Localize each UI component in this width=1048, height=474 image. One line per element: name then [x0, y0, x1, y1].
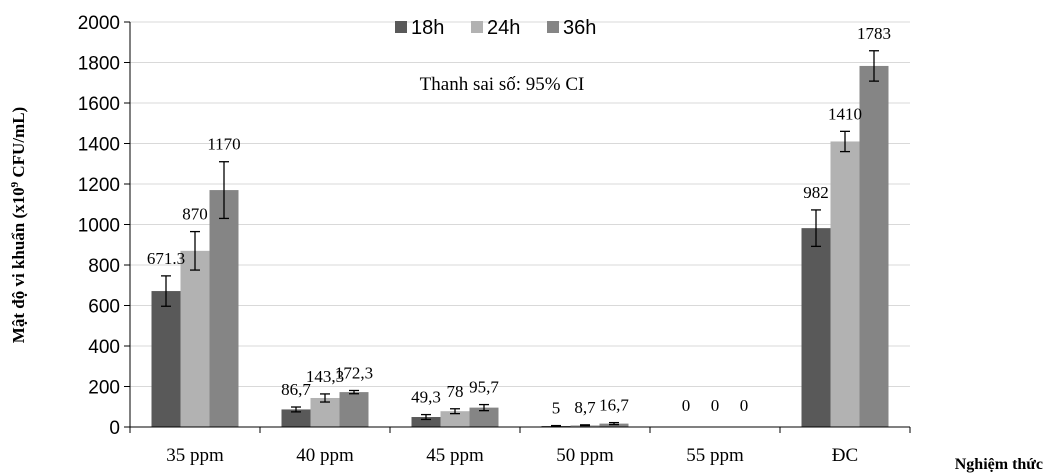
legend-swatch: [395, 21, 407, 33]
axes: [124, 21, 911, 433]
y-axis-label-superscript: 9: [9, 181, 21, 187]
bar: [599, 423, 629, 427]
bar: [310, 397, 340, 427]
data-label: 172,3: [335, 363, 373, 382]
bar: [469, 407, 499, 427]
legend-swatch: [547, 21, 559, 33]
y-tick-label: 400: [88, 337, 120, 358]
data-label: 1783: [857, 24, 891, 43]
y-tick-label: 1200: [78, 175, 120, 196]
legend: 18h 24h 36h: [395, 17, 596, 39]
data-label: 8,7: [574, 398, 596, 417]
bar: [859, 65, 889, 427]
x-tick-label: 55 ppm: [686, 445, 744, 466]
x-tick-labels: 35 ppm 40 ppm 45 ppm 50 ppm 55 ppm ĐC: [166, 445, 858, 466]
data-label: 671.3: [147, 249, 185, 268]
y-tick-labels: 0 200 400 600 800 1000 1200 1400 1600 1800 2000: [78, 13, 120, 439]
y-tick-label: 1600: [78, 94, 120, 115]
x-tick-label: 35 ppm: [166, 445, 224, 466]
bar: [339, 392, 369, 427]
data-label: 49,3: [411, 388, 441, 407]
error-bars: [161, 50, 879, 428]
x-tick-label: 45 ppm: [426, 445, 484, 466]
x-axis-label: Nghiệm thức: [955, 456, 1043, 473]
y-axis-label: Mật độ vi khuẩn (x109 CFU/mL): [9, 107, 28, 343]
y-tick-label: 2000: [78, 13, 120, 34]
data-labels: 671.3 86,7 49,3 5 0 982 870 143,3 78 8,7 0 1410 1170…: [147, 24, 891, 418]
bar: [830, 141, 860, 427]
data-label: 143,3: [306, 367, 344, 386]
data-label: 982: [803, 183, 829, 202]
legend-entry: 24h: [487, 17, 520, 39]
data-label: 870: [182, 205, 208, 224]
y-axis-label-tail: CFU/mL): [9, 107, 28, 182]
bar: [281, 409, 311, 427]
bars: [151, 65, 889, 427]
bar: [801, 228, 831, 427]
bar: [440, 411, 470, 427]
y-tick-label: 1000: [78, 216, 120, 237]
x-tick-label: 40 ppm: [296, 445, 354, 466]
y-tick-label: 1800: [78, 54, 120, 75]
data-label: 0: [711, 396, 720, 415]
data-label: 16,7: [599, 396, 629, 415]
data-label: 95,7: [469, 378, 499, 397]
legend-entry: 36h: [563, 17, 596, 39]
grid-lines: [130, 21, 910, 387]
data-label: 0: [740, 396, 749, 415]
data-label: 0: [682, 396, 691, 415]
y-tick-label: 600: [88, 297, 120, 318]
data-label: 1170: [207, 135, 240, 154]
bar: [411, 417, 441, 427]
data-label: 5: [552, 399, 561, 418]
y-tick-label: 1400: [78, 135, 120, 156]
legend-swatch: [471, 21, 483, 33]
data-label: 78: [447, 382, 464, 401]
data-label: 86,7: [281, 380, 311, 399]
y-tick-label: 200: [88, 378, 120, 399]
bar: [180, 250, 210, 427]
legend-entry: 18h: [411, 17, 444, 39]
bar: [151, 291, 181, 427]
x-tick-label: ĐC: [832, 445, 858, 466]
y-tick-label: 0: [109, 418, 120, 439]
error-bar-annotation: Thanh sai số: 95% CI: [420, 74, 585, 95]
x-tick-label: 50 ppm: [556, 445, 614, 466]
y-axis-label-main: Mật độ vi khuẩn (x10: [9, 187, 28, 343]
data-label: 1410: [828, 104, 862, 123]
y-tick-label: 800: [88, 256, 120, 277]
bar: [209, 190, 239, 427]
